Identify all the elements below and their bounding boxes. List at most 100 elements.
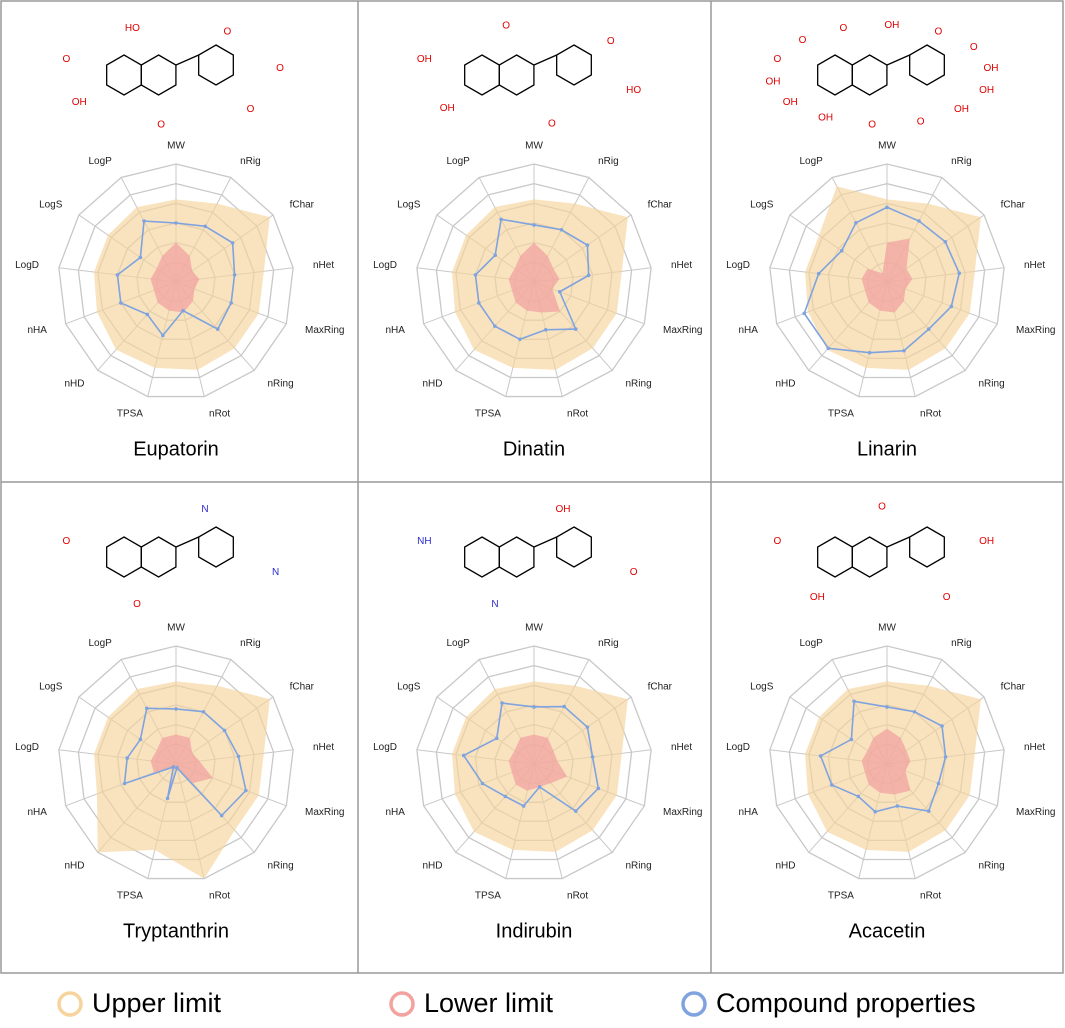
ring (198, 526, 234, 568)
axis-label: nRig (598, 638, 619, 649)
grid-ring (769, 163, 1005, 398)
axis-label: nRig (240, 156, 261, 167)
atom-label: O (62, 536, 70, 547)
axis-label: nRing (268, 860, 294, 871)
atom-label: N (272, 567, 279, 578)
atom-label: NH (417, 536, 431, 547)
chart-title: Acacetin (849, 920, 926, 942)
axis-label: nHD (775, 378, 795, 389)
point (943, 239, 948, 244)
atom-label: O (935, 27, 943, 38)
axis-label: nHet (1024, 742, 1045, 753)
axis-label: LogS (750, 681, 774, 692)
axis-label: LogP (447, 156, 471, 167)
atom-label: OH (979, 85, 994, 96)
axis-label: nHA (386, 807, 406, 818)
point (115, 273, 120, 277)
point (949, 304, 954, 309)
point (138, 255, 143, 260)
ring (140, 536, 177, 578)
ring (817, 54, 853, 96)
ring (851, 536, 888, 578)
atom-label: OH (72, 97, 87, 108)
atom-label: O (868, 119, 876, 130)
ring (851, 54, 888, 96)
chart-title: Eupatorin (133, 438, 219, 460)
point (912, 709, 917, 714)
axis-label: TPSA (117, 409, 143, 420)
axis-label: LogS (39, 199, 63, 210)
line (116, 220, 236, 337)
axis-label: nHD (422, 378, 442, 389)
point (826, 346, 831, 351)
axis-label: MW (878, 623, 896, 634)
atom-label: O (799, 35, 807, 46)
point (219, 813, 224, 818)
legend-marker (681, 991, 707, 1017)
atom-label: HO (125, 23, 140, 34)
point (122, 781, 127, 786)
chart-title: Dinatin (503, 438, 565, 460)
point (926, 327, 931, 331)
axis-label: MaxRing (305, 807, 344, 818)
axis-label: LogD (15, 260, 39, 271)
axis-label: MaxRing (663, 807, 702, 818)
atom-label: O (943, 592, 951, 603)
axis-label: TPSA (828, 891, 854, 902)
atom-label: OH (440, 103, 455, 114)
point (493, 253, 497, 257)
point (873, 809, 878, 814)
axis-label: nHA (28, 807, 48, 818)
area (150, 242, 200, 313)
point (562, 704, 566, 709)
point (125, 756, 129, 760)
point (174, 707, 178, 711)
point (902, 348, 906, 353)
bond (175, 54, 199, 66)
point (559, 227, 564, 232)
axis-label: LogS (750, 199, 774, 210)
point (500, 701, 504, 705)
axis-label: nRot (920, 409, 941, 420)
atom-label: OH (810, 592, 825, 603)
axis-label: nHet (313, 742, 334, 753)
axis-label: nRig (951, 638, 972, 649)
point (852, 699, 856, 704)
point (232, 273, 237, 277)
ring (106, 54, 142, 96)
axis-label: fChar (1001, 681, 1026, 692)
point (229, 301, 233, 305)
axis-label: LogP (89, 156, 113, 167)
ring (498, 54, 535, 96)
grid-ring (58, 645, 294, 880)
atom-label: O (607, 36, 615, 47)
point (165, 796, 170, 801)
axis-label: LogD (726, 742, 750, 753)
axis-label: LogD (373, 742, 397, 753)
line (474, 218, 590, 341)
point (138, 737, 143, 742)
point (480, 781, 485, 786)
axis-label: LogD (373, 260, 397, 271)
atom-label: O (157, 119, 165, 130)
point (493, 324, 497, 328)
axis-label: LogP (89, 638, 113, 649)
bond (533, 54, 557, 66)
axis-label: fChar (648, 681, 673, 692)
point (885, 705, 889, 709)
line (462, 702, 600, 813)
ring (140, 54, 177, 96)
point (830, 783, 834, 787)
axis-label: nRot (209, 409, 230, 420)
axis-label: fChar (290, 199, 315, 210)
atom-label: O (133, 599, 141, 610)
atom-label: O (773, 54, 781, 65)
line (803, 206, 961, 354)
atom-label: O (878, 502, 886, 513)
axis-label: LogD (15, 742, 39, 753)
bond (886, 536, 910, 548)
axis-label: MW (878, 141, 896, 152)
axis-label: MaxRing (1016, 807, 1055, 818)
axis-label: nRing (268, 378, 294, 389)
axis-label: nHA (28, 325, 48, 336)
